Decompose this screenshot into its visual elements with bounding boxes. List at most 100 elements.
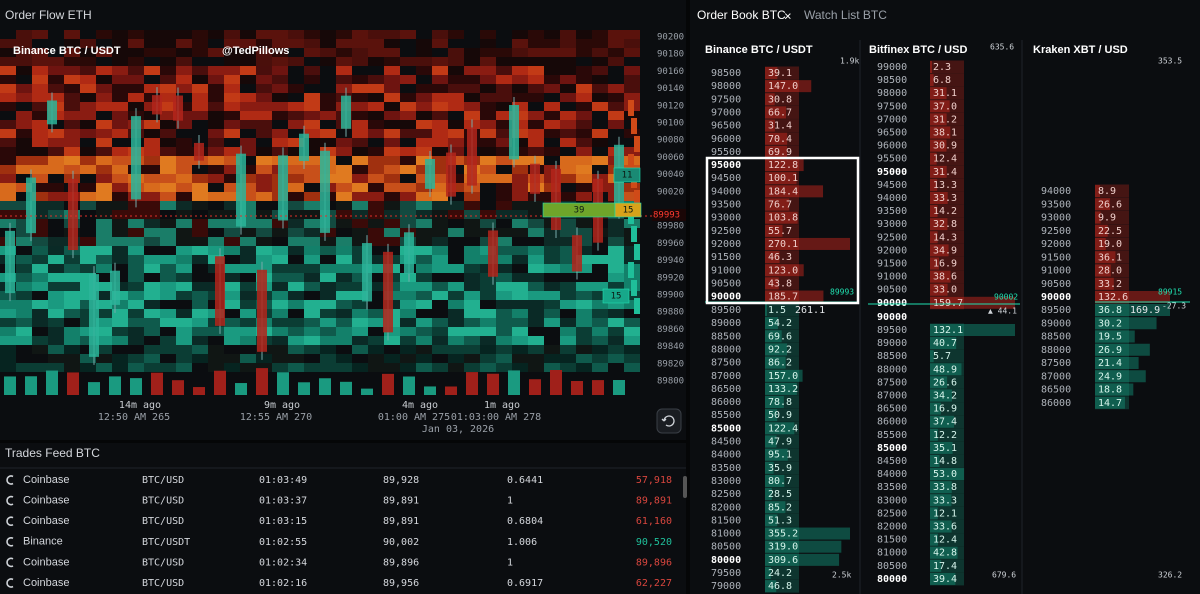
heat-cell: [576, 246, 592, 255]
book-price: 84500: [877, 456, 907, 467]
volume-bar: [592, 380, 604, 395]
heat-cell: [464, 318, 480, 327]
heat-cell: [192, 246, 208, 255]
heat-cell: [496, 30, 512, 39]
heat-cell: [0, 120, 16, 129]
book-size: 17.4: [933, 561, 957, 572]
book-size: 46.3: [768, 252, 792, 263]
tab-close[interactable]: ×: [784, 8, 792, 23]
asks-bar: [930, 152, 937, 165]
book-price: 90000: [711, 292, 741, 303]
book-size-extra: 261.1: [795, 305, 825, 316]
heat-cell: [448, 237, 464, 246]
book-price: 89000: [711, 318, 741, 329]
book-size: 14.2: [933, 206, 957, 217]
heat-cell: [368, 336, 384, 345]
asks-bg: [930, 60, 964, 74]
right-edge-bar: [631, 226, 637, 242]
date-label: Jan 03, 2026: [422, 424, 494, 435]
heat-cell: [144, 255, 160, 264]
heat-cell: [208, 30, 224, 39]
heat-cell: [320, 93, 336, 102]
heat-cell: [576, 39, 592, 48]
asks-bar: [930, 244, 949, 257]
heat-cell: [528, 327, 544, 336]
heat-cell: [544, 291, 560, 300]
heat-cell: [624, 300, 640, 309]
heat-cell: [64, 363, 80, 372]
heat-cell: [336, 165, 352, 174]
book-price: 92500: [877, 232, 907, 243]
heat-cell: [448, 363, 464, 372]
heatmap: [0, 30, 686, 400]
book-size: 33.3: [933, 495, 957, 506]
heat-cell: [512, 102, 528, 111]
heat-cell: [560, 264, 576, 273]
heat-cell: [512, 183, 528, 192]
heat-cell: [592, 165, 608, 174]
heat-cell: [288, 237, 304, 246]
heat-cell: [96, 120, 112, 129]
heat-cell: [96, 318, 112, 327]
volume-bar: [424, 386, 436, 395]
trade-pair: BTC/USDT: [142, 537, 190, 548]
book-price: 93000: [1041, 213, 1071, 224]
heat-cell: [304, 273, 320, 282]
heat-cell: [528, 246, 544, 255]
heat-cell: [48, 48, 64, 57]
heat-cell: [432, 345, 448, 354]
heat-cell: [304, 300, 320, 309]
book-size: 33.3: [933, 193, 957, 204]
heat-cell: [304, 363, 320, 372]
heat-cell: [208, 156, 224, 165]
tab-active[interactable]: Order Book BTC: [697, 8, 786, 22]
book-size: 86.2: [768, 358, 792, 369]
heat-cell: [0, 210, 16, 219]
book-size: 42.8: [933, 548, 957, 559]
scrollbar[interactable]: [683, 476, 687, 498]
heat-cell: [624, 84, 640, 93]
heat-cell: [592, 138, 608, 147]
candle: [173, 95, 183, 121]
tab[interactable]: Watch List BTC: [804, 8, 887, 22]
heat-cell: [416, 363, 432, 372]
heat-cell: [560, 228, 576, 237]
heat-cell: [144, 147, 160, 156]
heat-cell: [480, 345, 496, 354]
heat-cell: [80, 129, 96, 138]
heat-cell: [256, 174, 272, 183]
book-size: 26.6: [933, 377, 957, 388]
heat-cell: [80, 336, 96, 345]
book-size: 92.2: [768, 344, 792, 355]
volume-box-label: 15: [623, 206, 634, 216]
book-price: 87500: [711, 358, 741, 369]
bids-bar: [765, 448, 788, 461]
refresh-button[interactable]: [656, 408, 682, 434]
heat-cell: [464, 273, 480, 282]
asks-bar: [1095, 224, 1108, 237]
heat-cell: [560, 255, 576, 264]
heat-cell: [272, 120, 288, 129]
heat-cell: [112, 138, 128, 147]
book-size: 33.8: [933, 482, 957, 493]
book-price: 97000: [877, 114, 907, 125]
book-size: 35.1: [933, 443, 957, 454]
heat-cell: [208, 39, 224, 48]
time-stamp: 01:00 AM 275: [378, 412, 450, 423]
heat-cell: [32, 174, 48, 183]
heat-cell: [624, 48, 640, 57]
heat-cell: [608, 111, 624, 120]
heat-cell: [64, 39, 80, 48]
heat-cell: [192, 183, 208, 192]
heat-cell: [272, 93, 288, 102]
heat-cell: [416, 102, 432, 111]
refresh-icon: [661, 415, 675, 427]
heat-cell: [192, 345, 208, 354]
heat-cell: [64, 75, 80, 84]
heat-cell: [336, 354, 352, 363]
trade-size: 0.6917: [507, 578, 543, 589]
heat-cell: [224, 75, 240, 84]
heat-cell: [32, 48, 48, 57]
heat-cell: [32, 57, 48, 66]
heat-cell: [528, 129, 544, 138]
